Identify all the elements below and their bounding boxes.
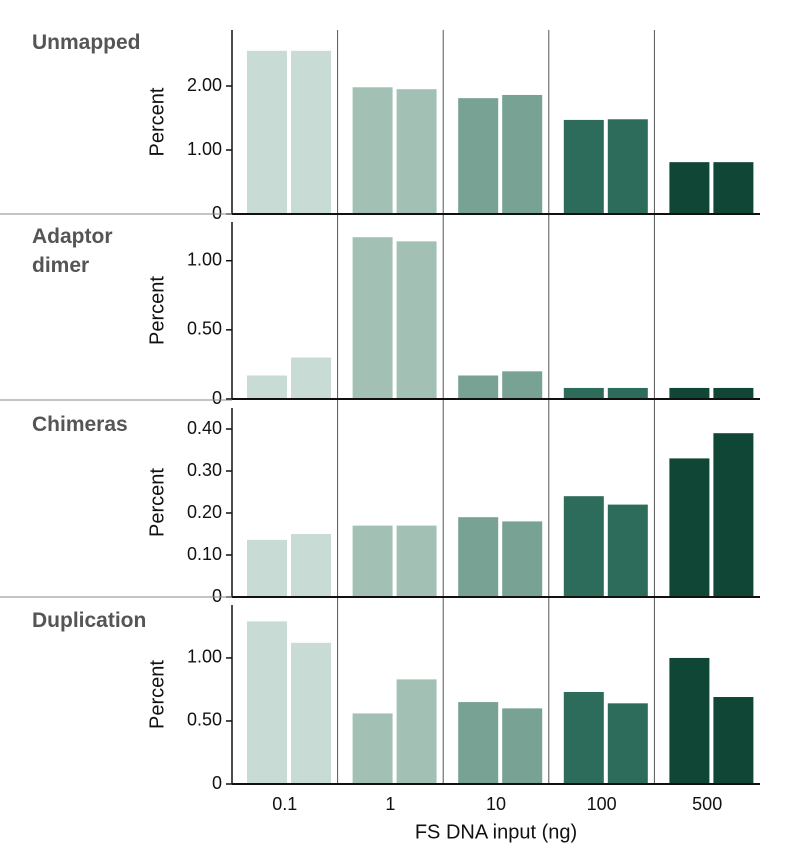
x-tick-label: 1 — [385, 794, 395, 814]
panel-title: Unmapped — [32, 31, 141, 54]
panel-title: Duplication — [32, 609, 147, 632]
bar — [396, 525, 437, 597]
bar — [607, 703, 648, 784]
x-axis-label: FS DNA input (ng) — [415, 821, 577, 843]
bar — [458, 702, 499, 784]
x-tick-label: 100 — [587, 794, 617, 814]
bar — [247, 621, 287, 784]
y-tick-label: 1.00 — [187, 249, 222, 269]
y-tick-label: 0.50 — [187, 710, 222, 730]
bar — [352, 525, 393, 597]
bar — [502, 371, 543, 399]
bar — [291, 357, 331, 399]
bar — [458, 517, 499, 597]
y-tick-label: 0.20 — [187, 502, 222, 522]
bar — [352, 713, 393, 784]
bar — [396, 679, 437, 784]
y-tick-label: 1.00 — [187, 139, 222, 159]
bar — [713, 433, 754, 597]
bar — [291, 642, 331, 784]
y-axis-label: Percent — [146, 87, 168, 156]
bar — [247, 375, 287, 399]
x-tick-label: 500 — [692, 794, 722, 814]
y-tick-label: 0 — [212, 203, 222, 223]
panel-title: Chimeras — [32, 413, 128, 436]
y-axis-label: Percent — [146, 276, 168, 345]
panel-title: Adaptor dimer — [32, 225, 113, 277]
bar — [563, 496, 604, 597]
y-tick-label: 0 — [212, 388, 222, 408]
bar — [607, 387, 648, 399]
bar — [563, 119, 604, 214]
bar — [563, 691, 604, 784]
bar — [607, 119, 648, 214]
bar — [669, 162, 710, 214]
x-tick-label: 0.1 — [272, 794, 297, 814]
bar — [713, 697, 754, 784]
y-tick-label: 0 — [212, 773, 222, 793]
bar — [396, 241, 437, 399]
bar — [458, 98, 499, 214]
bar — [502, 708, 543, 784]
x-tick-label: 10 — [486, 794, 506, 814]
bar — [563, 387, 604, 399]
y-tick-label: 0.50 — [187, 319, 222, 339]
bar — [291, 50, 331, 214]
bar — [247, 539, 287, 597]
bar — [247, 50, 287, 214]
bar — [458, 375, 499, 399]
bar — [291, 534, 331, 597]
bar — [502, 521, 543, 597]
y-axis-label: Percent — [146, 468, 168, 537]
y-tick-label: 1.00 — [187, 647, 222, 667]
bar — [607, 504, 648, 597]
y-tick-label: 0 — [212, 586, 222, 606]
bar — [352, 237, 393, 399]
bar — [352, 87, 393, 214]
bar — [502, 94, 543, 214]
bar — [713, 387, 754, 399]
bar — [669, 657, 710, 784]
bar — [713, 162, 754, 214]
y-axis-label: Percent — [146, 660, 168, 729]
y-tick-label: 0.10 — [187, 544, 222, 564]
y-tick-label: 0.30 — [187, 460, 222, 480]
bar — [396, 89, 437, 214]
y-tick-label: 2.00 — [187, 75, 222, 95]
bar — [669, 387, 710, 399]
y-tick-label: 0.40 — [187, 418, 222, 438]
bar — [669, 458, 710, 597]
